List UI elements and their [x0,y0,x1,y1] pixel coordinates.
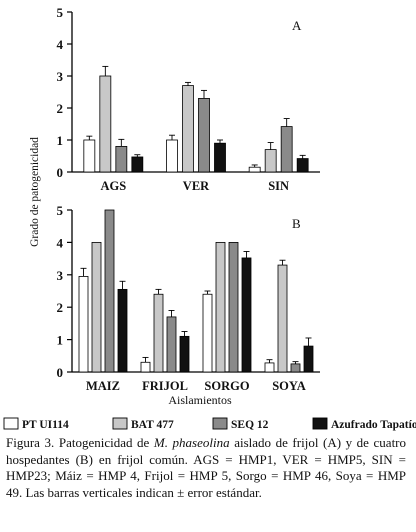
x-tick-label: MAIZ [86,379,120,393]
bar [264,362,275,373]
legend-label: PT UI114 [22,419,69,431]
caption-rest: aislado de frijol (A) y de cuatro hosped… [6,435,407,500]
y-tick-label: 1 [57,133,64,148]
bar [228,241,239,373]
x-tick-label: VER [183,179,210,193]
y-tick-label: 0 [57,365,64,380]
x-tick-label: FRIJOL [142,379,188,393]
legend-swatch [212,417,228,430]
bar [303,345,314,373]
bar [296,158,309,173]
y-tick-label: 3 [57,268,64,283]
bar [115,145,128,173]
bar [166,139,178,173]
panel-label-a: A [292,18,302,33]
bar [264,149,277,173]
bar [179,335,190,373]
panel-b: 0 1 2 3 4 5 B MAIZ FRIJOL SORGO SOYA [57,203,320,393]
x-tick-label: SIN [268,179,289,193]
y-tick-label: 4 [57,37,64,52]
bar [182,85,194,173]
bar [198,98,210,173]
bar [241,257,252,373]
x-tick-label: AGS [100,179,126,193]
bar [91,241,102,373]
bar [153,293,164,373]
y-tick-label: 2 [57,300,64,315]
figure: 0 1 2 3 4 5 A AGS VER SIN 0 1 2 3 4 5 B MAIZ FRIJOL SORGO S… [3,5,416,431]
caption-prefix: Figura 3. Patogenicidad de [6,435,154,450]
bar [280,126,293,173]
y-tick-label: 3 [57,69,64,84]
x-axis-label: Aislamientos [168,393,232,407]
bar [117,288,128,373]
legend-swatch [3,417,19,430]
bar [83,139,96,173]
legend-swatch [312,417,328,430]
caption-species: M. phaseolina [153,435,230,450]
bar [277,264,288,373]
bar [290,363,301,373]
bar [214,142,226,173]
y-tick-label: 5 [57,203,64,218]
y-tick-label: 4 [57,235,64,250]
bar [131,156,144,173]
x-tick-label: SORGO [204,379,249,393]
y-axis-label: Grado de patogenicidad [29,137,41,247]
bar [140,361,151,373]
y-tick-label: 2 [57,101,64,116]
bar [202,293,213,373]
y-tick-label: 1 [57,333,64,348]
y-tick-label: 0 [57,165,64,180]
x-tick-label: SOYA [272,379,306,393]
bar [166,316,177,373]
panel-label-b: B [292,216,301,231]
bar [78,276,89,373]
legend-label: SEQ 12 [231,419,269,431]
bar [248,166,261,173]
bar [104,209,115,373]
legend-label: BAT 477 [131,419,174,431]
bar [215,241,226,373]
legend-label: Azufrado Tapatío [331,419,416,431]
legend: PT UI114 BAT 477 SEQ 12 Azufrado Tapatío [3,417,416,431]
figure-caption: Figura 3. Patogenicidad de M. phaseolina… [6,435,406,501]
y-tick-label: 5 [57,5,64,20]
legend-swatch [112,417,128,430]
panel-a: 0 1 2 3 4 5 A AGS VER SIN [57,5,320,193]
bar [99,75,112,173]
